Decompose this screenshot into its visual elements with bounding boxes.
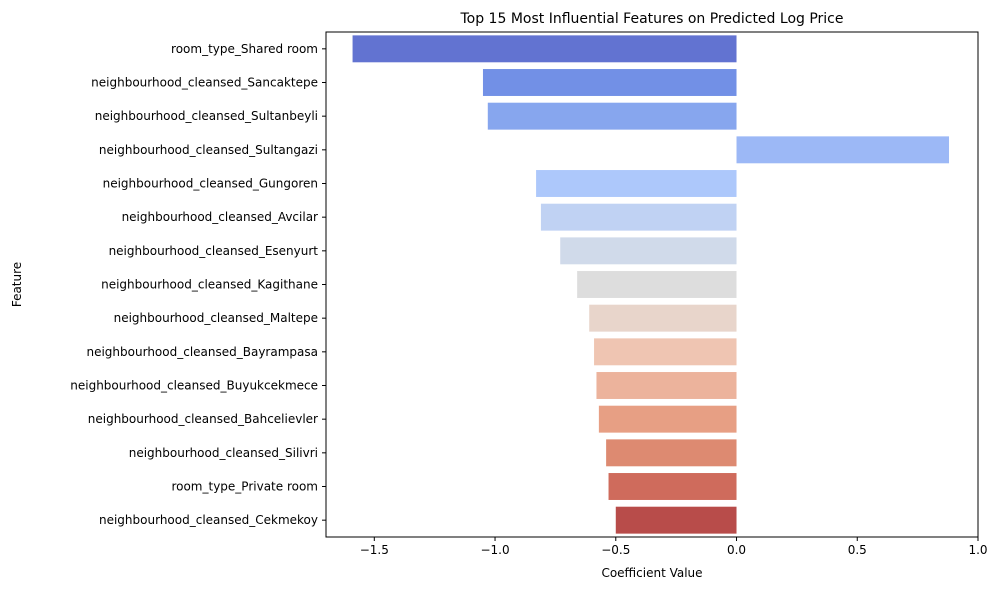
- bar-7: [560, 237, 737, 265]
- x-tick-label: 1.0: [968, 543, 987, 557]
- y-tick-label: neighbourhood_cleansed_Sancaktepe: [91, 76, 318, 90]
- bar-15: [615, 506, 737, 534]
- bar-9: [589, 304, 737, 332]
- x-tick-label: −0.5: [601, 543, 630, 557]
- x-tick-label: 0.5: [848, 543, 867, 557]
- y-tick-label: room_type_Private room: [171, 480, 318, 494]
- y-tick-label: neighbourhood_cleansed_Buyukcekmece: [70, 379, 318, 393]
- y-tick-label: neighbourhood_cleansed_Avcilar: [122, 210, 318, 224]
- y-tick-label: neighbourhood_cleansed_Maltepe: [114, 311, 318, 325]
- y-tick-label: neighbourhood_cleansed_Bayrampasa: [86, 345, 318, 359]
- x-axis-title: Coefficient Value: [601, 566, 702, 580]
- bar-3: [487, 102, 737, 130]
- bar-11: [596, 372, 737, 399]
- y-tick-label: neighbourhood_cleansed_Sultanbeyli: [95, 109, 318, 123]
- bar-2: [482, 69, 737, 96]
- y-tick-label: neighbourhood_cleansed_Bahcelievler: [88, 412, 318, 426]
- y-axis-title: Feature: [10, 262, 24, 307]
- bar-12: [598, 405, 737, 433]
- y-axis-ticks: room_type_Shared room neighbourhood_clean…: [70, 42, 326, 527]
- bar-1: [352, 35, 737, 63]
- bars: [352, 35, 950, 534]
- x-tick-label: −1.0: [480, 543, 509, 557]
- y-tick-label: neighbourhood_cleansed_Cekmekoy: [99, 513, 318, 527]
- bar-13: [606, 439, 737, 467]
- y-tick-label: neighbourhood_cleansed_Esenyurt: [109, 244, 319, 258]
- bar-6: [540, 203, 737, 231]
- x-axis-ticks: −1.5 −1.0 −0.5 0.0 0.5 1.0: [360, 537, 988, 557]
- y-tick-label: neighbourhood_cleansed_Kagithane: [101, 278, 318, 292]
- bar-8: [577, 271, 737, 298]
- x-tick-label: 0.0: [727, 543, 746, 557]
- bar-14: [608, 473, 737, 500]
- y-tick-label: neighbourhood_cleansed_Silivri: [129, 446, 318, 460]
- plot-frame: [325, 31, 979, 538]
- y-tick-label: neighbourhood_cleansed_Sultangazi: [99, 143, 318, 157]
- y-tick-label: neighbourhood_cleansed_Gungoren: [103, 177, 318, 191]
- chart-title: Top 15 Most Influential Features on Pred…: [459, 11, 843, 27]
- x-tick-label: −1.5: [360, 543, 389, 557]
- y-tick-label: room_type_Shared room: [171, 42, 318, 56]
- bar-4: [736, 136, 950, 164]
- bar-5: [536, 170, 737, 197]
- bar-10: [594, 338, 737, 366]
